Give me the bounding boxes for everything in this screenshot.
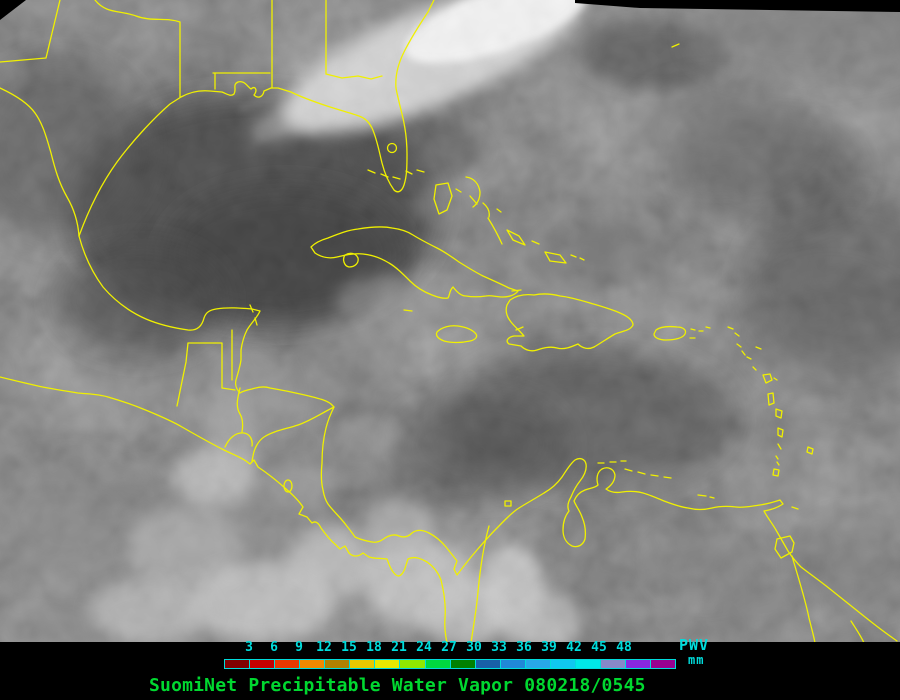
coastline-us-borders [0,0,383,98]
pwv-colorbar [224,659,676,669]
borders-central-america [176,329,335,462]
colorbar-segment [275,660,301,668]
colorbar-segment [600,660,626,668]
colorbar-segment [250,660,276,668]
colorbar-segment [626,660,652,668]
colorbar-tick-row: 3 6 9 12 15 18 21 24 27 30 33 36 39 42 45 48 [0,641,900,655]
coastlines-overlay [0,0,898,642]
coastline-puerto-rico [653,325,711,341]
scan-edge-top-right [575,0,900,12]
colorbar-tick-label: 27 [441,640,457,655]
colorbar-tick-label: 9 [295,640,303,655]
caption-text: SuomiNet Precipitable Water Vapor 080218… [149,675,646,696]
colorbar-tick-label: 18 [366,640,382,655]
colorbar-tick-label: 39 [541,640,557,655]
coastline-mexico-caribbean-southamerica [78,235,898,642]
coastline-pacific [0,376,448,642]
colorbar-tick-label: 15 [341,640,357,655]
colorbar-tick-label: 33 [491,640,507,655]
colorbar-tick-label: 36 [516,640,532,655]
coastline-rio-grande [0,87,80,237]
borders-south-america [470,500,865,642]
colorbar-segment [300,660,326,668]
colorbar-tick-label: 3 [245,640,253,655]
coastline-jamaica [435,325,478,344]
coastline-hispaniola [505,289,634,352]
legend-band [0,642,900,700]
cloud-texture-veil [0,0,900,642]
pwv-unit-subtitle: mm [688,653,705,667]
colorbar-tick-label: 48 [616,640,632,655]
satellite-map-area [0,0,900,642]
colorbar-segment [651,660,676,668]
colorbar-tick-label: 6 [270,640,278,655]
colorbar-segment [575,660,601,668]
colorbar-tick-label: 21 [391,640,407,655]
coastline-cuba [310,226,519,312]
scan-edge-top-left [0,0,26,20]
colorbar-segment [475,660,501,668]
colorbar-segment [325,660,351,668]
colorbar-segment [375,660,401,668]
colorbar-segment [500,660,526,668]
colorbar-segment [400,660,426,668]
colorbar-segment [525,660,551,668]
lake-nicaragua [283,479,293,493]
colorbar-segment [350,660,376,668]
isle-of-youth [342,252,359,268]
colorbar-segment [425,660,451,668]
colorbar-segment [550,660,576,668]
colorbar-tick-label: 42 [566,640,582,655]
coastline-trinidad [774,535,795,559]
colorbar-tick-label: 45 [591,640,607,655]
coastline-bahamas [249,169,585,326]
coastline-lesser-antilles [597,326,814,510]
colorbar-tick-label: 30 [466,640,482,655]
coastline-us-gulf-florida [78,0,435,237]
colorbar-segment [450,660,476,668]
lake-okeechobee [386,142,398,154]
coastline-bermuda [671,43,680,48]
colorbar-tick-label: 24 [416,640,432,655]
scan-edge-black [0,0,900,20]
colorbar-tick-label: 12 [316,640,332,655]
colorbar-segment [225,660,251,668]
pwv-unit-title: PWV [679,636,710,654]
